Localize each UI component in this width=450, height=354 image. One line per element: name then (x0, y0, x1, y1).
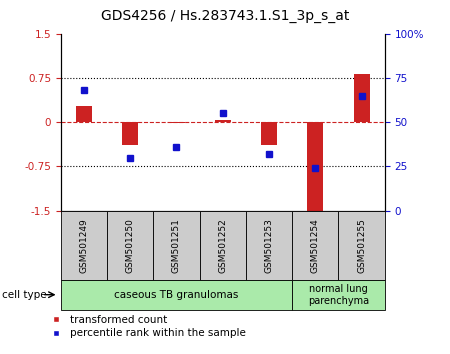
Bar (122, 122, 138, 144)
Text: GSM501249: GSM501249 (79, 218, 88, 273)
Text: GSM501252: GSM501252 (218, 218, 227, 273)
Text: GSM501253: GSM501253 (265, 218, 274, 273)
Text: GSM501251: GSM501251 (172, 218, 181, 273)
Text: GDS4256 / Hs.283743.1.S1_3p_s_at: GDS4256 / Hs.283743.1.S1_3p_s_at (101, 9, 349, 23)
Bar (261, 122, 277, 144)
Bar (168, 122, 184, 123)
Text: caseous TB granulomas: caseous TB granulomas (114, 290, 238, 300)
Text: GSM501255: GSM501255 (357, 218, 366, 273)
Text: normal lung
parenchyma: normal lung parenchyma (308, 284, 369, 306)
Legend: transformed count, percentile rank within the sample: transformed count, percentile rank withi… (46, 315, 246, 338)
Bar (215, 120, 231, 122)
Text: GSM501254: GSM501254 (311, 218, 320, 273)
Bar (354, 74, 370, 122)
Bar (307, 122, 324, 212)
Text: cell type: cell type (2, 290, 47, 300)
Text: GSM501250: GSM501250 (126, 218, 135, 273)
Bar (76, 105, 92, 122)
